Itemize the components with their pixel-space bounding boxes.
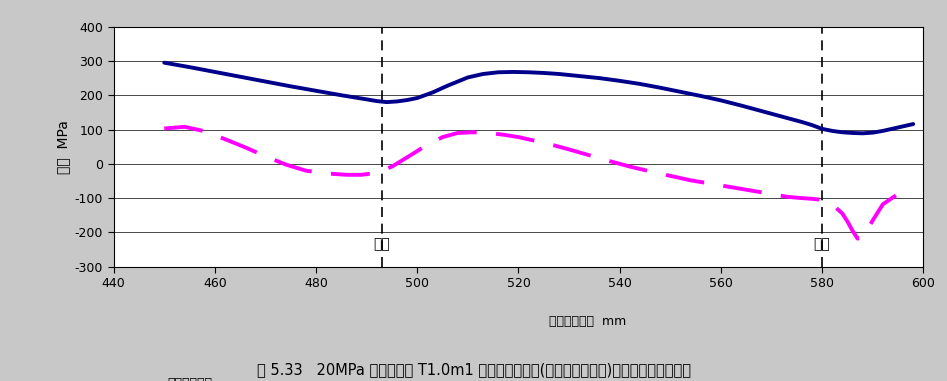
- Text: 模型轴向坐标  mm: 模型轴向坐标 mm: [549, 315, 627, 328]
- Text: 小端: 小端: [813, 238, 831, 251]
- Text: 大端: 大端: [373, 238, 390, 251]
- Legend: 外壁环向应力, 外壁轴向应力: 外壁环向应力, 外壁轴向应力: [120, 377, 212, 381]
- Text: 图 5.33   20MPa 内压作用下 T1.0m1 模型同心异径管(大端高强度直管)外表面应力分布曲线: 图 5.33 20MPa 内压作用下 T1.0m1 模型同心异径管(大端高强度直…: [257, 362, 690, 377]
- Y-axis label: 应力  MPa: 应力 MPa: [57, 120, 71, 174]
